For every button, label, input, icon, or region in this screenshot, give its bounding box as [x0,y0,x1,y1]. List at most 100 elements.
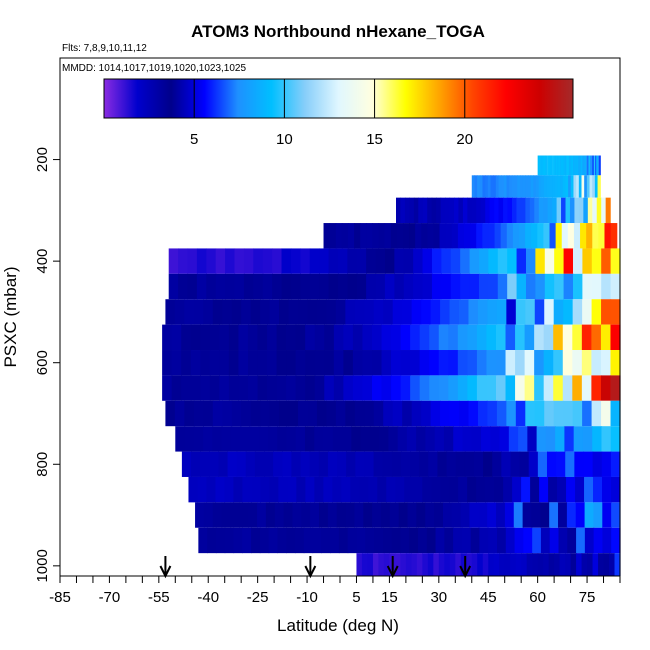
heatmap-cell [554,175,559,198]
heatmap-cell [535,273,546,300]
heatmap-cell [413,476,423,503]
heatmap-cell [212,426,223,452]
heatmap-cell [530,476,540,503]
heatmap-cell [397,426,408,452]
heatmap-cell [171,324,182,351]
heatmap-cell [487,400,498,427]
heatmap-cell [476,476,486,503]
heatmap-cell [565,155,567,176]
heatmap-cell [369,426,380,452]
heatmap-cell [380,502,391,528]
heatmap-cell [543,350,554,376]
heatmap-cell [534,350,545,376]
heatmap-cell [362,350,373,376]
heatmap-cell [444,553,451,576]
heatmap-cell [567,223,575,249]
heatmap-cell [372,502,382,528]
x-tick-label: -10 [296,589,318,606]
heatmap-cell [441,273,452,300]
heatmap-cell [391,527,401,554]
heatmap-cell [236,451,247,477]
heatmap-cell [419,350,430,376]
heatmap-cell [570,553,577,576]
heatmap-cell [496,502,506,528]
heatmap-cell [428,451,439,477]
y-tick-label: 1000 [34,549,51,582]
heatmap-cell [276,350,287,376]
heatmap-cell [554,273,565,300]
heatmap-cell [392,400,403,427]
heatmap-cell [538,155,541,176]
heatmap-cell [516,273,527,300]
heatmap-cell [449,476,459,503]
heatmap-cell [494,476,504,503]
heatmap-cell [383,553,391,576]
heatmap-cell [347,527,358,554]
heatmap-cell [193,426,204,452]
heatmap-cell [168,273,179,300]
heatmap-cell [525,400,536,427]
heatmap-cell [298,299,309,325]
heatmap-cell [552,197,558,224]
heatmap-cell [574,197,580,224]
heatmap-cell [495,324,507,351]
heatmap-cell [514,527,524,554]
heatmap-cell [269,299,280,325]
heatmap-cell [417,527,428,554]
colorbar-tick-label: 5 [190,131,198,148]
heatmap-cell [490,426,501,452]
heatmap-cell [305,375,316,401]
heatmap-cell [413,248,424,274]
heatmap-cell [333,324,344,351]
heatmap-cell [601,400,612,427]
heatmap-cell [601,426,612,452]
heatmap-cell [503,476,513,503]
heatmap-cell [497,273,508,300]
heatmap-cell [582,248,593,274]
heatmap-cell [342,426,352,452]
heatmap-cell [506,400,517,427]
heatmap-cell [459,400,470,427]
heatmap-cell [448,375,459,401]
heatmap-cell [381,350,392,376]
heatmap-cell [581,553,588,576]
heatmap-cell [582,426,593,452]
heatmap-cell [450,273,461,300]
heatmap-cell [429,324,440,351]
heatmap-cell [555,155,558,176]
heatmap-cell [583,197,589,224]
heatmap-cell [364,400,375,427]
heatmap-cell [611,476,621,503]
heatmap-cell [247,350,259,376]
heatmap-cell [478,502,488,528]
heatmap-cell [519,175,524,198]
heatmap-cell [512,223,520,249]
heatmap-cell [482,223,490,249]
heatmap-cell [503,175,508,198]
heatmap-cell [601,299,612,325]
heatmap-cell [437,451,448,477]
heatmap-cell [584,476,594,503]
heatmap-cell [457,350,468,376]
heatmap-cell [381,324,392,351]
heatmap-cell [292,502,302,528]
heatmap-cell [562,155,565,176]
heatmap-cell [335,299,346,325]
heatmap-cell [359,476,369,503]
heatmap-cell [598,155,601,176]
heatmap-cell [545,155,548,176]
heatmap-cell [460,273,471,300]
heatmap-cell [610,426,621,452]
heatmap-cell [471,426,482,452]
heatmap-cell [366,248,377,274]
heatmap-cell [495,175,500,198]
heatmap-cell [429,375,440,401]
heatmap-cell [375,248,386,274]
heatmap-cell [555,223,563,249]
heatmap-cell [589,155,592,176]
heatmap-cell [411,400,422,427]
x-tick-label: -25 [247,589,269,606]
heatmap-layers [162,155,621,576]
heatmap-cell [203,426,213,452]
heatmap-cell [400,324,411,351]
